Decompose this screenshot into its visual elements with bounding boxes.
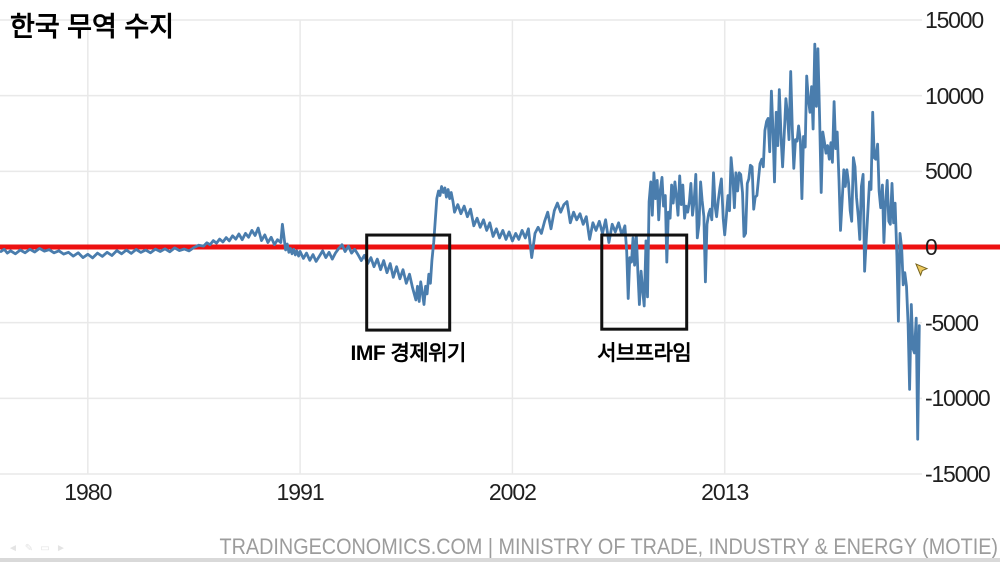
y-axis-tick-label: 0 xyxy=(925,234,938,260)
bottom-strip xyxy=(0,558,1000,562)
pen-tool-icon[interactable]: ✎ xyxy=(24,543,34,554)
slide-panel-icon[interactable]: ▭ xyxy=(40,543,50,554)
x-axis-tick-label: 1980 xyxy=(64,479,112,505)
annotation-label-0: IMF 경제위기 xyxy=(350,342,467,365)
y-axis-tick-label: -15000 xyxy=(925,461,991,487)
trade-balance-line xyxy=(0,42,921,441)
x-axis-tick-label: 2002 xyxy=(488,479,537,505)
source-credit: TRADINGECONOMICS.COM | MINISTRY OF TRADE… xyxy=(219,534,998,559)
annotation-label-1: 서브프라임 xyxy=(597,342,692,365)
mouse-cursor-icon xyxy=(915,263,929,277)
chart-title: 한국 무역 수지 xyxy=(10,12,175,42)
y-axis-tick-label: 5000 xyxy=(925,158,973,185)
x-axis-tick-label: 2013 xyxy=(701,479,749,505)
y-axis-tick-label: -10000 xyxy=(925,385,991,412)
y-axis-tick-label: 10000 xyxy=(925,82,984,109)
annotation-box-0 xyxy=(365,233,452,332)
y-axis-tick-label: 15000 xyxy=(925,7,984,33)
slideshow-toolbar: ◄ ✎ ▭ ► xyxy=(8,543,66,555)
x-axis-tick-label: 1991 xyxy=(276,479,325,505)
annotation-box-1 xyxy=(600,233,689,331)
prev-slide-icon[interactable]: ◄ xyxy=(8,543,18,554)
y-axis-tick-label: -5000 xyxy=(925,309,979,336)
next-slide-icon[interactable]: ► xyxy=(56,543,66,554)
